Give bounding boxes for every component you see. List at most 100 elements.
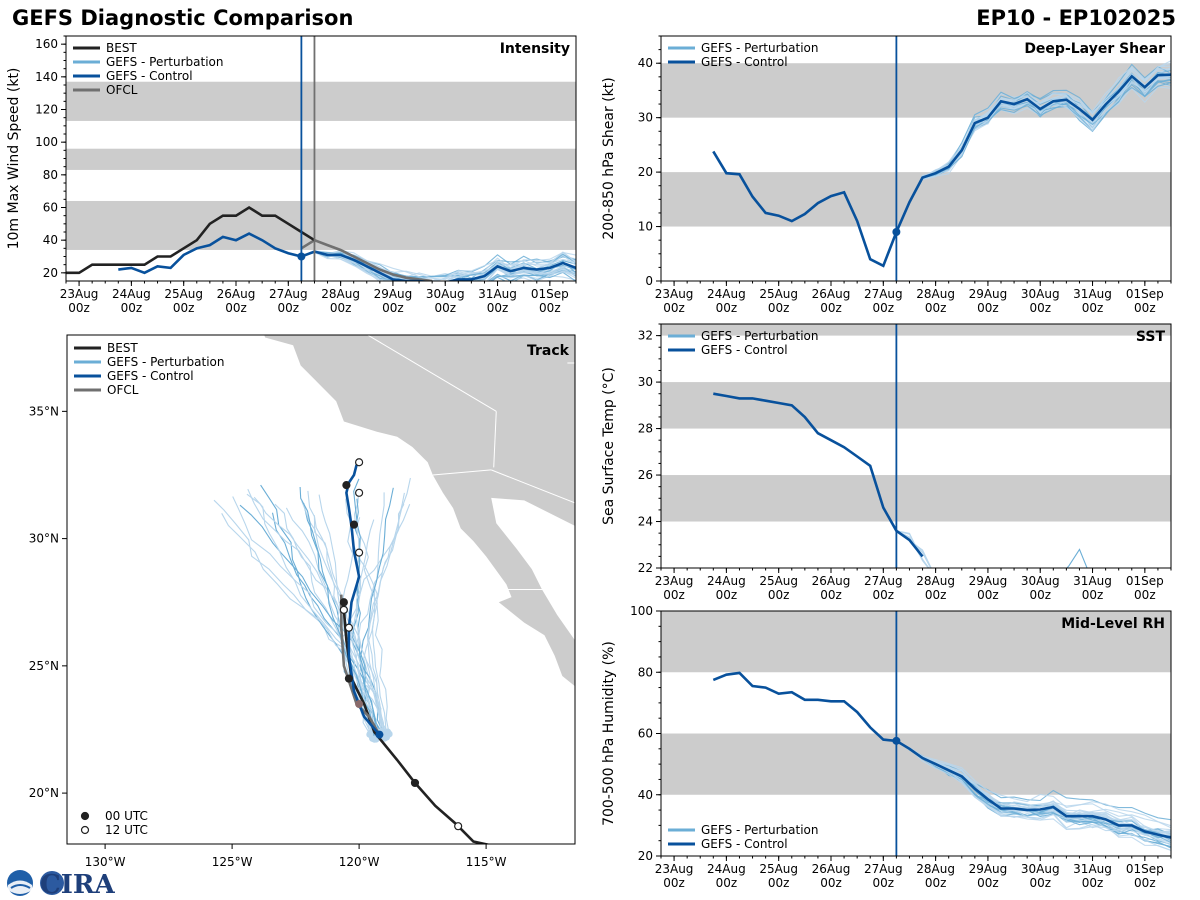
perturbation-track: [303, 503, 382, 738]
sst-xtick-day: 29Aug: [969, 574, 1008, 588]
intensity-ytick-label: 120: [35, 103, 58, 117]
shear-control-init-point: [892, 228, 901, 236]
shear-xtick-day: 27Aug: [864, 287, 903, 301]
intensity-xtick-day: 01Sep: [531, 287, 569, 301]
intensity-ytick-label: 160: [35, 37, 58, 51]
sst-band: [661, 382, 1171, 429]
rh-ytick-label: 40: [638, 788, 653, 802]
track-marker-legend-label: 12 UTC: [105, 823, 148, 837]
intensity-band: [66, 148, 576, 170]
rh-xtick-hour: 00z: [663, 876, 685, 890]
intensity-ytick-label: 60: [43, 201, 58, 215]
shear-title: Deep-Layer Shear: [1024, 41, 1165, 57]
sst-control-line: [713, 392, 924, 558]
best-00z-marker: [410, 778, 420, 788]
intensity-xtick-day: 26Aug: [217, 287, 256, 301]
perturbation-track: [366, 477, 411, 737]
perturbation-track: [232, 496, 383, 735]
track-frame: [66, 334, 576, 845]
track-xtick-label: 120°W: [339, 855, 380, 869]
shear-xtick-day: 25Aug: [759, 287, 798, 301]
intensity-xtick-hour: 00z: [382, 301, 404, 315]
sst-xtick-day: 26Aug: [812, 574, 851, 588]
rh-xtick-day: 30Aug: [1021, 862, 1060, 876]
sst-ytick-label: 32: [638, 329, 653, 343]
sst-band: [661, 475, 1171, 522]
rh-band: [661, 733, 1171, 795]
sst-xtick-hour: 00z: [716, 588, 738, 602]
sst-perturbation-line: [896, 530, 930, 568]
shear-xtick-hour: 00z: [663, 301, 685, 315]
intensity-xtick-day: 24Aug: [112, 287, 151, 301]
sst-xtick-day: 31Aug: [1073, 574, 1112, 588]
rh-ylabel: 700-500 hPa Humidity (%): [601, 641, 617, 826]
rh-xtick-hour: 00z: [716, 876, 738, 890]
rh-xtick-hour: 00z: [873, 876, 895, 890]
intensity-ytick-label: 80: [43, 168, 58, 182]
shear-xtick-hour: 00z: [1082, 301, 1104, 315]
intensity-ylabel: 10m Max Wind Speed (kt): [6, 68, 22, 250]
intensity-legend-label: OFCL: [106, 83, 138, 97]
shear-panel: 01020304023Aug00z24Aug00z25Aug00z26Aug00…: [601, 35, 1172, 315]
track-xtick-label: 130°W: [85, 855, 126, 869]
rh-legend-label: GEFS - Perturbation: [701, 823, 818, 837]
shear-xtick-day: 23Aug: [655, 287, 694, 301]
shear-perturbation-line: [895, 72, 1171, 233]
shear-control-line: [712, 73, 1171, 268]
intensity-xtick-hour: 00z: [68, 301, 90, 315]
intensity-xtick-hour: 00z: [539, 301, 561, 315]
shear-xtick-hour: 00z: [1134, 301, 1156, 315]
sst-panel: 22242628303223Aug00z24Aug00z25Aug00z26Au…: [601, 323, 1172, 602]
shear-xtick-day: 28Aug: [916, 287, 955, 301]
rh-xtick-day: 01Sep: [1126, 862, 1164, 876]
intensity-control-line: [118, 232, 576, 281]
intensity-ytick-label: 140: [35, 70, 58, 84]
sst-xtick-day: 27Aug: [864, 574, 903, 588]
rh-xtick-hour: 00z: [1082, 876, 1104, 890]
track-legend-label: GEFS - Perturbation: [107, 355, 224, 369]
rh-control-line: [712, 671, 1171, 839]
control-init-point: [375, 730, 384, 739]
rh-ytick-label: 20: [638, 849, 653, 863]
intensity-legend-label: BEST: [106, 41, 137, 55]
storm-id: EP10 - EP102025: [976, 6, 1176, 30]
sst-xtick-day: 25Aug: [759, 574, 798, 588]
intensity-ytick-label: 100: [35, 135, 58, 149]
shear-xtick-day: 30Aug: [1021, 287, 1060, 301]
sst-perturbation-line: [896, 530, 932, 568]
rh-xtick-day: 31Aug: [1073, 862, 1112, 876]
sst-xtick-day: 30Aug: [1021, 574, 1060, 588]
shear-ytick-label: 40: [638, 56, 653, 70]
track-marker-legend-label: 00 UTC: [105, 809, 148, 823]
rh-panel: 2040608010023Aug00z24Aug00z25Aug00z26Aug…: [601, 604, 1172, 890]
sst-ylabel: Sea Surface Temp (°C): [601, 367, 617, 525]
perturbation-track: [371, 492, 387, 737]
rh-xtick-hour: 00z: [1029, 876, 1051, 890]
cira-globe-icon: [40, 871, 64, 895]
intensity-xtick-hour: 00z: [434, 301, 456, 315]
intensity-title: Intensity: [500, 41, 570, 57]
rh-xtick-day: 24Aug: [707, 862, 746, 876]
intensity-perturbation-line: [301, 250, 576, 281]
intensity-plot-area: [66, 81, 576, 281]
state-border: [432, 469, 492, 476]
rh-xtick-day: 27Aug: [864, 862, 903, 876]
rh-xtick-hour: 00z: [925, 876, 947, 890]
control-00z-marker: [349, 520, 359, 529]
sst-ytick-label: 26: [638, 468, 653, 482]
control-12z-marker: [344, 623, 354, 632]
sst-perturbation-line: [896, 530, 930, 568]
sst-perturbation-line: [896, 530, 932, 568]
perturbation-track: [342, 507, 373, 739]
track-marker-legend-symbol: [80, 811, 90, 821]
intensity-xtick-hour: 00z: [487, 301, 509, 315]
shear-xtick-day: 31Aug: [1073, 287, 1112, 301]
intensity-xtick-day: 31Aug: [478, 287, 517, 301]
sst-ytick-label: 24: [638, 515, 653, 529]
rh-xtick-hour: 00z: [1134, 876, 1156, 890]
intensity-perturbation-line: [301, 251, 576, 281]
intensity-perturbation-line: [301, 250, 576, 281]
track-legend-label: OFCL: [107, 383, 139, 397]
intensity-perturbation-line: [301, 250, 556, 281]
